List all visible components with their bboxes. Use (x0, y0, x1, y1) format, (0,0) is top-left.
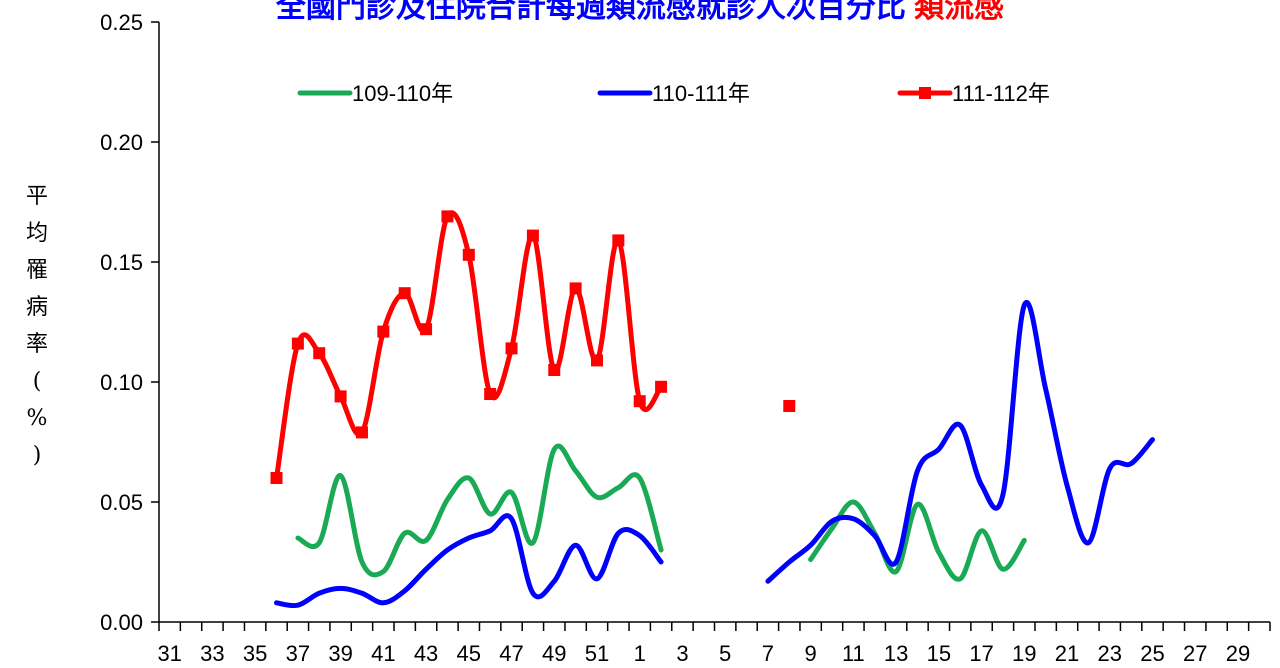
x-tick-label: 39 (328, 641, 352, 666)
legend-label: 109-110年 (352, 81, 453, 106)
legend-label: 111-112年 (952, 81, 1050, 106)
data-point (377, 325, 390, 338)
y-axis-label-char: % (26, 406, 48, 431)
x-tick-label: 17 (969, 641, 993, 666)
series-line (295, 443, 664, 578)
x-tick-labels: 31 33 35 37 39 41 43 45 47 49 51 1 3 5 7 9 11 13 15 17 19 21 2… (157, 622, 1271, 666)
x-tick-label: 33 (200, 641, 224, 666)
data-point (526, 229, 539, 242)
data-point (462, 248, 475, 261)
y-tick-label: 0.10 (100, 370, 143, 395)
x-tick-label: 43 (414, 641, 438, 666)
y-tick-label: 0.05 (100, 490, 143, 515)
y-axis-label-char: 平 (25, 184, 48, 209)
x-tick-label: 1 (634, 641, 646, 666)
y-axis-label-char: ) (32, 443, 42, 468)
x-tick-label: 47 (499, 641, 523, 666)
series-1 (274, 300, 1155, 609)
x-tick-label: 51 (585, 641, 609, 666)
y-tick-label: 0.25 (100, 10, 143, 35)
data-point (633, 395, 646, 408)
y-axis-label-char: ( (32, 369, 42, 394)
series-line (274, 513, 664, 609)
y-tick-labels: 0.00 0.05 0.10 0.15 0.20 0.25 (100, 10, 159, 635)
series-line (765, 300, 1155, 584)
y-tick-label: 0.20 (100, 130, 143, 155)
data-point (441, 210, 454, 223)
series-line (808, 499, 1027, 582)
x-tick-label: 35 (243, 641, 267, 666)
data-point (783, 400, 796, 412)
legend-marker (919, 87, 931, 99)
legend: 109-110年 110-111年 111-112年 (297, 81, 1050, 106)
y-tick-label: 0.15 (100, 250, 143, 275)
y-axis-label-char: 罹 (25, 258, 48, 283)
x-tick-label: 15 (927, 641, 951, 666)
data-point (569, 282, 582, 295)
data-point (270, 472, 283, 484)
x-tick-label: 19 (1012, 641, 1036, 666)
chart-title: 全國門診及住院合計每週類流感就診人次百分比 類流感 (0, 0, 1280, 24)
data-point (484, 388, 497, 400)
x-tick-label: 13 (884, 641, 908, 666)
x-tick-label: 23 (1098, 641, 1122, 666)
x-tick-label: 49 (542, 641, 566, 666)
data-point (612, 234, 625, 247)
x-tick-label: 5 (719, 641, 731, 666)
x-tick-label: 11 (842, 641, 865, 666)
data-point (313, 347, 326, 360)
y-axis-label-char: 率 (25, 332, 48, 357)
plot-area (270, 210, 1155, 609)
data-point (291, 337, 304, 350)
x-tick-label: 31 (157, 641, 181, 666)
data-point (420, 323, 433, 336)
x-tick-label: 7 (762, 641, 774, 666)
x-tick-label: 27 (1183, 641, 1207, 666)
x-tick-label: 37 (286, 641, 310, 666)
x-tick-label: 3 (676, 641, 688, 666)
y-tick-label: 0.00 (100, 610, 143, 635)
chart-title-main: 全國門診及住院合計每週類流感就診人次百分比 (275, 0, 906, 24)
legend-label: 110-111年 (652, 81, 750, 106)
series-line (274, 210, 664, 481)
y-axis-label-char: 病 (25, 295, 48, 320)
data-point (505, 342, 518, 355)
x-tick-label: 9 (805, 641, 817, 666)
data-point (590, 354, 603, 367)
legend-item: 111-112年 (897, 81, 1050, 106)
legend-item: 109-110年 (297, 81, 453, 106)
data-point (398, 287, 411, 300)
x-tick-label: 29 (1226, 641, 1250, 666)
y-axis-label-char: 均 (25, 221, 48, 246)
chart-title-highlight: 類流感 (914, 0, 1005, 24)
data-point (548, 364, 561, 376)
x-tick-label: 25 (1140, 641, 1164, 666)
legend-item: 110-111年 (597, 81, 750, 106)
x-tick-label: 41 (371, 641, 395, 666)
x-tick-label: 21 (1055, 641, 1079, 666)
data-point (655, 380, 668, 393)
y-axis-label: 平均罹病率 (%) (22, 178, 52, 474)
data-point (334, 390, 347, 403)
series-0 (295, 443, 1027, 582)
series-2 (270, 210, 796, 484)
x-tick-label: 45 (457, 641, 481, 666)
data-point (355, 426, 368, 439)
